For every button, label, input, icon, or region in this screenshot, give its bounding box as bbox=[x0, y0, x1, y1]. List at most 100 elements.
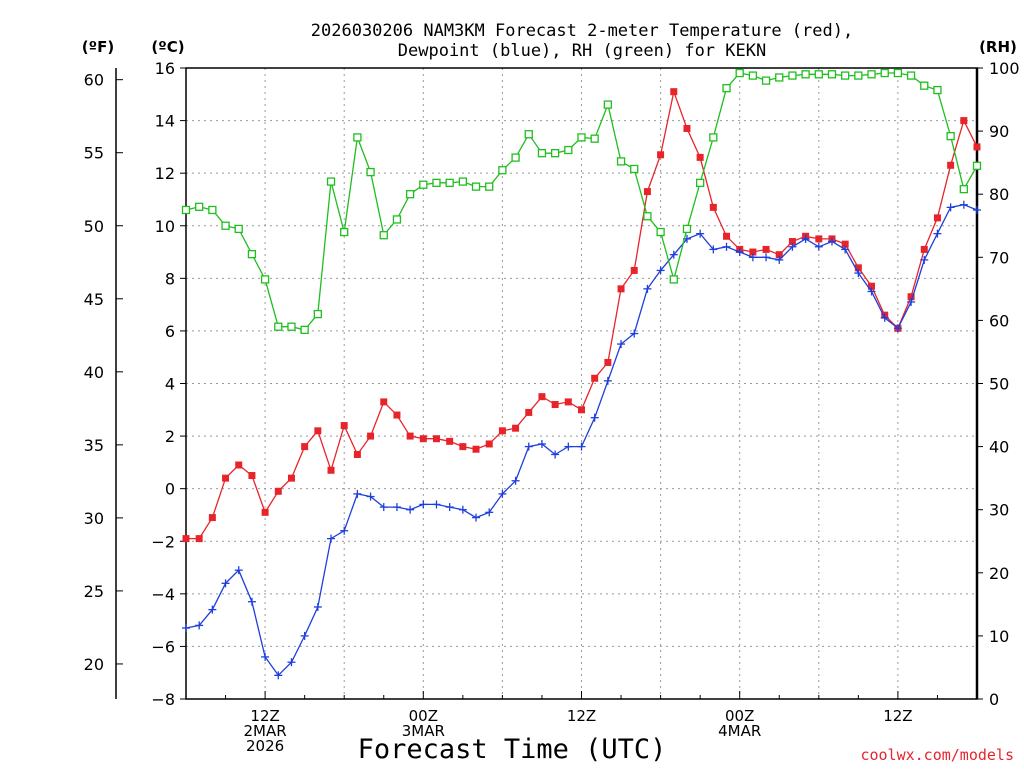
rh-point bbox=[906, 71, 916, 80]
rh-tick-label: 90 bbox=[989, 122, 1009, 141]
rh-point bbox=[603, 100, 613, 109]
rh-point bbox=[630, 164, 639, 174]
rh-tick-label: 20 bbox=[989, 564, 1009, 583]
rh-point bbox=[195, 202, 204, 211]
rh-point bbox=[933, 85, 942, 95]
celsius-tick-label: 12 bbox=[155, 164, 175, 183]
temperature-point bbox=[353, 450, 361, 458]
temperature-point bbox=[393, 411, 401, 419]
fahrenheit-unit-label: (ºF) bbox=[82, 38, 114, 56]
temperature-point bbox=[564, 398, 572, 406]
rh-point bbox=[880, 68, 889, 78]
dewpoint-point bbox=[669, 250, 678, 259]
rh-tick-label: 50 bbox=[989, 375, 1009, 394]
x-tick-label: 00Z bbox=[725, 707, 754, 725]
temperature-point bbox=[340, 422, 348, 430]
temperature-point bbox=[182, 535, 190, 543]
temperature-point bbox=[788, 238, 796, 246]
rh-point bbox=[208, 205, 217, 215]
rh-point bbox=[735, 68, 744, 78]
rh-point bbox=[524, 130, 533, 139]
rh-point bbox=[326, 177, 336, 186]
temperature-point bbox=[854, 264, 862, 272]
temperature-point bbox=[762, 245, 770, 253]
fahrenheit-tick-label: 55 bbox=[84, 144, 104, 163]
dewpoint-point bbox=[379, 503, 388, 512]
rh-point bbox=[616, 157, 626, 166]
dewpoint-point bbox=[946, 203, 955, 212]
temperature-point bbox=[920, 245, 928, 253]
series-rh bbox=[181, 68, 982, 335]
temperature-point bbox=[432, 435, 440, 443]
rh-point bbox=[709, 133, 718, 142]
dewpoint-point bbox=[458, 505, 467, 514]
dewpoint-point bbox=[340, 526, 349, 535]
rh-point bbox=[445, 178, 454, 187]
rh-point bbox=[696, 178, 705, 187]
temperature-point bbox=[380, 398, 388, 406]
chart-title-line2: Dewpoint (blue), RH (green) for KEKN bbox=[398, 41, 766, 61]
fahrenheit-tick-label: 60 bbox=[84, 71, 104, 90]
temperature-point bbox=[749, 248, 757, 256]
temperature-point bbox=[525, 408, 533, 416]
rh-point bbox=[775, 73, 784, 82]
rh-point bbox=[920, 81, 929, 90]
dewpoint-point bbox=[841, 245, 850, 254]
dewpoint-point bbox=[920, 255, 929, 264]
rh-point bbox=[379, 231, 388, 240]
rh-point bbox=[471, 182, 481, 191]
rh-point bbox=[432, 178, 441, 187]
dewpoint-point bbox=[208, 605, 217, 614]
celsius-tick-label: 10 bbox=[155, 217, 175, 236]
dewpoint-point bbox=[590, 413, 599, 422]
rh-tick-label: 60 bbox=[989, 311, 1009, 330]
temperature-point bbox=[657, 151, 665, 159]
dewpoint-point bbox=[432, 500, 441, 509]
dewpoint-point bbox=[643, 284, 652, 293]
rh-point bbox=[419, 180, 428, 189]
temperature-point bbox=[287, 474, 295, 482]
rh-point bbox=[827, 70, 837, 79]
dewpoint-point bbox=[524, 442, 533, 451]
rh-point bbox=[300, 325, 309, 335]
temperature-point bbox=[446, 437, 454, 445]
rh-point bbox=[643, 212, 652, 221]
rh-point bbox=[577, 133, 586, 142]
temperature-point bbox=[643, 188, 651, 196]
dewpoint-point bbox=[406, 505, 415, 514]
x-tick-label: 12Z bbox=[567, 707, 596, 725]
rh-point bbox=[801, 70, 810, 79]
celsius-tick-label: 0 bbox=[165, 480, 175, 499]
rh-tick-label: 80 bbox=[989, 185, 1009, 204]
rh-point bbox=[946, 131, 955, 141]
dewpoint-point bbox=[195, 621, 204, 630]
dewpoint-point bbox=[472, 513, 481, 522]
rh-point bbox=[867, 70, 876, 79]
fahrenheit-tick-label: 25 bbox=[84, 582, 104, 601]
rh-point bbox=[748, 71, 758, 80]
dewpoint-point bbox=[748, 253, 757, 262]
dewpoint-point bbox=[537, 439, 546, 448]
rh-point bbox=[788, 71, 797, 80]
dewpoint-point bbox=[617, 340, 626, 349]
rh-point bbox=[260, 275, 270, 284]
rh-point bbox=[959, 185, 968, 194]
temperature-point bbox=[261, 508, 269, 516]
dewpoint-point bbox=[735, 248, 744, 257]
rh-point bbox=[722, 84, 731, 93]
fahrenheit-tick-label: 45 bbox=[84, 290, 104, 309]
celsius-tick-label: 14 bbox=[155, 112, 175, 131]
temperature-point bbox=[841, 240, 849, 248]
x-tick-label: 2MAR bbox=[244, 722, 287, 740]
celsius-tick-label: −4 bbox=[151, 585, 175, 604]
x-tick-label: 4MAR bbox=[718, 722, 761, 740]
temperature-point bbox=[248, 472, 256, 480]
dewpoint-point bbox=[551, 450, 560, 459]
rh-point bbox=[564, 145, 573, 155]
dewpoint-point bbox=[801, 234, 810, 243]
dewpoint-point bbox=[788, 242, 797, 251]
temperature-point bbox=[670, 88, 678, 96]
temperature-point bbox=[933, 214, 941, 222]
temperature-point bbox=[314, 427, 322, 435]
